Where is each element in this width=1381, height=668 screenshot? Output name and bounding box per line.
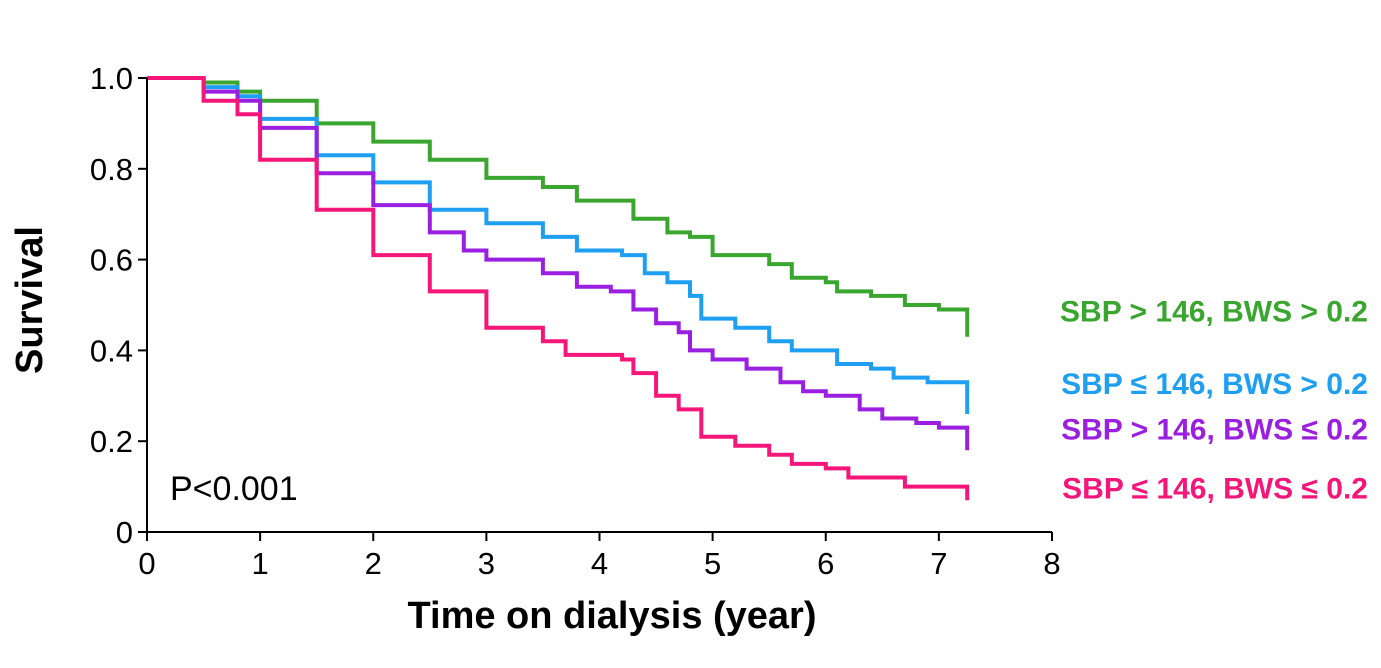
plot-lines	[147, 76, 970, 501]
survival-curve	[147, 76, 970, 451]
y-tick-label: 0.2	[90, 424, 133, 459]
legend-label: SBP ≤ 146, BWS > 0.2	[1061, 368, 1368, 401]
x-tick-label: 1	[252, 546, 269, 581]
y-tick-label: 1.0	[90, 61, 133, 96]
legend-label: SBP ≤ 146, BWS ≤ 0.2	[1062, 473, 1368, 506]
x-tick-label: 8	[1043, 546, 1060, 581]
survival-curve	[147, 76, 970, 337]
legend-label: SBP > 146, BWS ≤ 0.2	[1061, 414, 1368, 447]
x-tick-label: 0	[138, 546, 155, 581]
x-tick-label: 4	[591, 546, 608, 581]
y-ticks: 0 0.2 0.4 0.6 0.8 1.0	[90, 61, 147, 550]
x-axis-title: Time on dialysis (year)	[407, 595, 816, 637]
x-tick-label: 2	[365, 546, 382, 581]
x-tick-label: 7	[930, 546, 947, 581]
legend: SBP > 146, BWS > 0.2 SBP ≤ 146, BWS > 0.2…	[1060, 296, 1368, 506]
x-tick-label: 3	[478, 546, 495, 581]
survival-curve	[147, 76, 970, 501]
y-tick-label: 0.8	[90, 152, 133, 187]
y-axis-title: Survival	[9, 226, 51, 374]
y-tick-label: 0	[116, 515, 133, 550]
x-tick-label: 6	[817, 546, 834, 581]
x-ticks: 0 1 2 3 4 5 6 7 8	[138, 532, 1061, 581]
legend-label: SBP > 146, BWS > 0.2	[1060, 296, 1368, 329]
y-tick-label: 0.6	[90, 243, 133, 278]
y-tick-label: 0.4	[90, 333, 133, 368]
x-tick-label: 5	[704, 546, 721, 581]
p-value-annotation: P<0.001	[170, 470, 298, 508]
survival-curve	[147, 76, 970, 414]
